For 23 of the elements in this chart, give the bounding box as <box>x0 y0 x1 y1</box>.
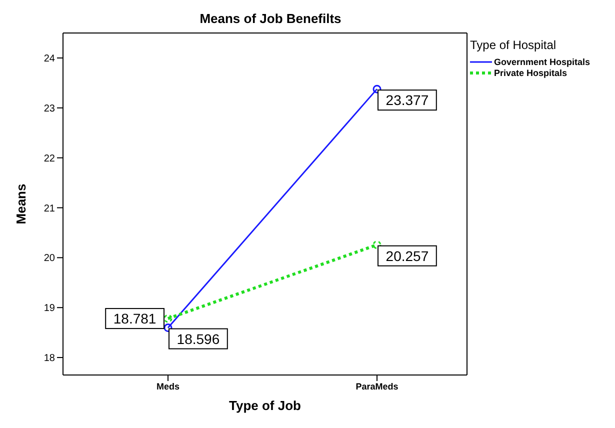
y-axis-title: Means <box>14 184 29 224</box>
legend-title: Type of Hospital <box>470 38 558 52</box>
y-tick-label: 19 <box>44 303 56 314</box>
y-tick-label: 24 <box>44 54 56 65</box>
data-label: 20.257 <box>386 248 429 264</box>
x-tick-label: Meds <box>156 381 180 392</box>
point <box>164 324 172 332</box>
data-label: 18.781 <box>113 310 156 327</box>
y-tick-label: 22 <box>44 153 56 164</box>
point <box>372 240 382 250</box>
chart-title: Means of Job Benefilts <box>198 11 342 26</box>
y-tick-label: 18 <box>44 353 56 364</box>
y-tick-label: 20 <box>44 253 56 264</box>
legend-label: Government Hospitals <box>494 56 590 66</box>
y-tick-label: 23 <box>44 103 56 114</box>
data-label: 18.596 <box>176 330 220 347</box>
point <box>372 84 382 94</box>
legend-label: Private Hospitals <box>494 68 568 78</box>
x-tick-label: ParaMeds <box>356 381 398 392</box>
y-tick-label: 21 <box>44 203 56 214</box>
point <box>164 314 172 323</box>
x-axis-title: Type of Job <box>229 398 302 413</box>
data-label: 23.377 <box>386 92 429 108</box>
